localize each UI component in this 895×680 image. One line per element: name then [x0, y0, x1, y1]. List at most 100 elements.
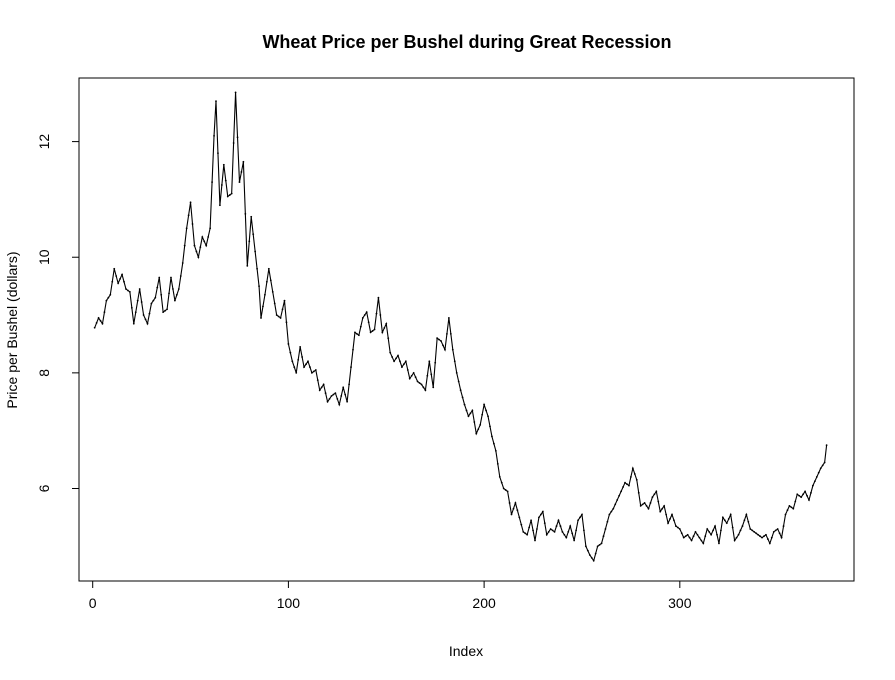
data-point: [344, 393, 347, 396]
data-point: [538, 516, 540, 519]
data-point: [500, 481, 503, 484]
data-point: [134, 311, 137, 314]
data-point: [377, 296, 380, 299]
data-point: [397, 354, 399, 357]
data-point: [203, 240, 206, 243]
data-point: [479, 424, 482, 426]
data-point: [491, 435, 493, 438]
data-point: [254, 250, 257, 253]
data-point: [209, 227, 212, 230]
data-point: [461, 396, 464, 399]
data-point: [712, 529, 714, 532]
data-point: [309, 366, 311, 368]
data-point: [608, 513, 611, 516]
data-point: [598, 543, 601, 546]
data-point: [446, 332, 448, 335]
data-point: [273, 302, 276, 305]
data-point: [614, 503, 617, 506]
data-point: [314, 369, 317, 371]
data-point: [416, 380, 419, 383]
data-point: [371, 330, 374, 332]
data-point: [297, 358, 300, 361]
data-point: [526, 533, 529, 536]
data-point: [700, 539, 703, 542]
data-point: [451, 348, 454, 351]
data-point: [426, 374, 429, 377]
data-point: [121, 273, 123, 276]
data-point: [97, 317, 100, 319]
data-point: [193, 244, 196, 247]
data-point: [768, 542, 771, 545]
data-point: [103, 311, 106, 314]
data-point: [596, 545, 599, 548]
data-point: [579, 516, 581, 519]
data-point: [481, 413, 484, 416]
data-point: [657, 500, 660, 503]
data-point: [524, 532, 527, 535]
data-point: [418, 382, 421, 384]
data-point: [725, 522, 728, 525]
data-point: [534, 539, 536, 542]
data-point: [588, 554, 591, 556]
data-point: [467, 415, 470, 418]
data-point: [432, 386, 435, 389]
data-point: [510, 513, 513, 516]
data-point: [612, 507, 615, 510]
data-point: [224, 179, 227, 182]
data-point: [545, 533, 548, 536]
data-point: [823, 461, 826, 464]
plot-area-frame: [78, 77, 855, 582]
data-point: [399, 360, 401, 363]
data-point: [716, 533, 718, 536]
data-point: [573, 539, 576, 542]
data-point: [310, 371, 313, 374]
data-point: [808, 499, 810, 501]
data-point: [393, 360, 395, 363]
data-point: [175, 293, 178, 296]
data-point: [682, 536, 685, 539]
data-point: [788, 504, 791, 507]
data-point: [232, 142, 235, 144]
data-point: [107, 296, 110, 299]
data-point: [258, 285, 260, 288]
data-point: [606, 520, 609, 523]
data-point: [123, 280, 125, 283]
data-point: [757, 533, 759, 536]
data-point: [575, 529, 577, 532]
data-point: [577, 519, 579, 522]
data-point: [506, 490, 509, 493]
data-point: [140, 301, 143, 303]
data-point: [113, 267, 116, 270]
data-point: [197, 256, 200, 259]
data-point: [512, 507, 515, 510]
data-point: [191, 223, 194, 225]
data-point: [238, 181, 241, 183]
data-point: [265, 280, 268, 283]
data-point: [412, 371, 415, 374]
data-point: [365, 311, 368, 314]
data-point: [222, 163, 225, 166]
data-point: [624, 481, 626, 484]
data-point: [549, 528, 552, 530]
data-point: [189, 201, 192, 204]
data-point: [798, 494, 801, 497]
data-point: [702, 542, 705, 545]
data-point: [541, 510, 544, 513]
data-point: [735, 536, 738, 539]
data-point: [641, 503, 644, 506]
data-point: [324, 392, 327, 394]
y-axis-label: Price per Bushel (dollars): [4, 251, 20, 408]
data-point: [350, 366, 352, 368]
data-point: [678, 528, 681, 530]
data-point: [211, 181, 213, 183]
data-point: [714, 525, 716, 527]
data-point: [594, 552, 597, 555]
data-point: [228, 194, 231, 196]
data-point: [739, 529, 742, 532]
data-point: [127, 289, 129, 292]
data-point: [628, 484, 630, 487]
data-point: [643, 502, 646, 504]
data-point: [387, 337, 390, 340]
x-tick-label: 0: [89, 595, 97, 611]
data-point: [583, 529, 585, 532]
